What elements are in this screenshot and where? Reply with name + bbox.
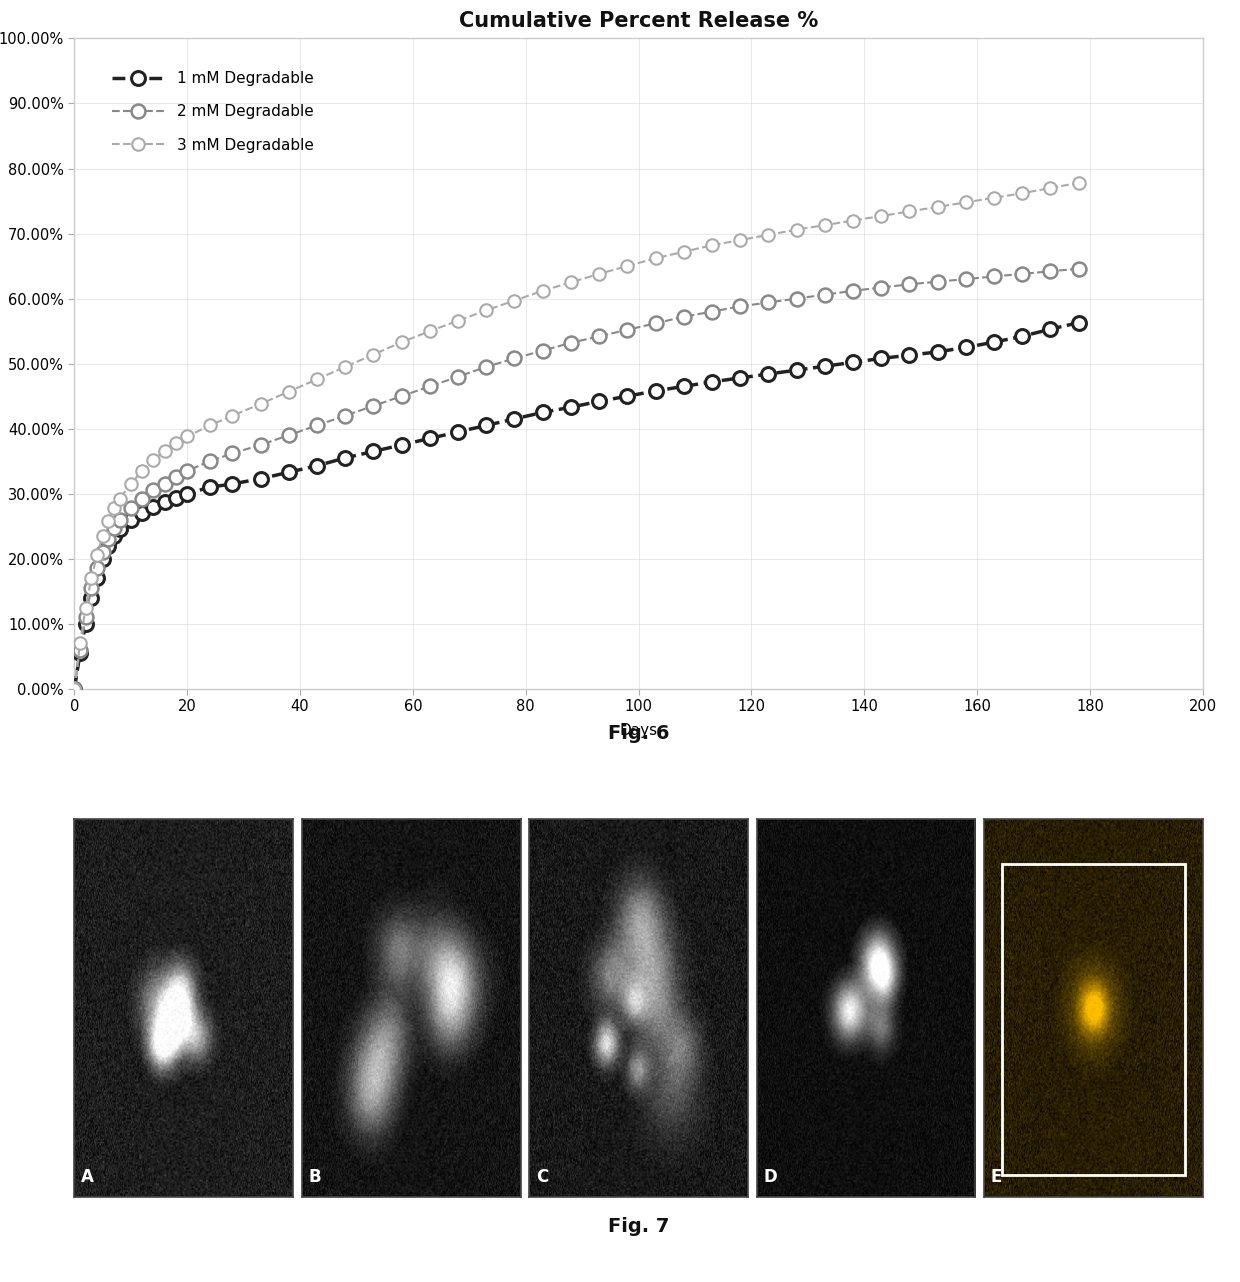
Bar bbox=[1002, 864, 1185, 1174]
Text: Fig. 6: Fig. 6 bbox=[608, 723, 670, 742]
Text: E: E bbox=[991, 1168, 1002, 1186]
Text: B: B bbox=[309, 1168, 321, 1186]
Text: D: D bbox=[764, 1168, 777, 1186]
Text: Fig. 7: Fig. 7 bbox=[608, 1218, 670, 1236]
Text: C: C bbox=[536, 1168, 548, 1186]
Text: A: A bbox=[81, 1168, 94, 1186]
Legend: 1 mM Degradable, 2 mM Degradable, 3 mM Degradable: 1 mM Degradable, 2 mM Degradable, 3 mM D… bbox=[93, 53, 332, 171]
X-axis label: Days: Days bbox=[620, 723, 657, 737]
Title: Cumulative Percent Release %: Cumulative Percent Release % bbox=[459, 12, 818, 31]
